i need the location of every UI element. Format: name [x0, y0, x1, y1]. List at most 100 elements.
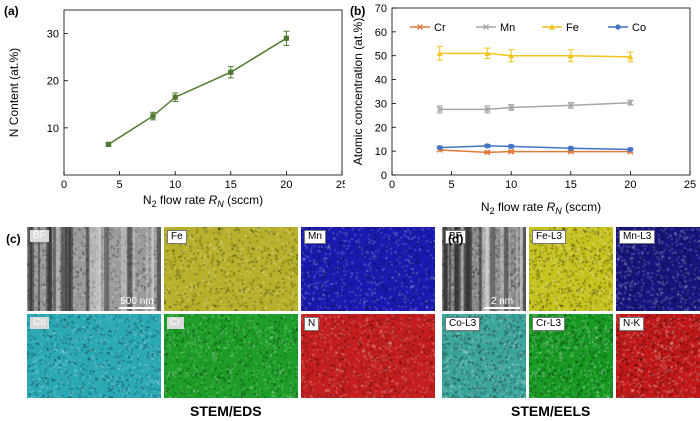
legend-label-mn: Mn	[500, 22, 515, 34]
x-tick-label: 0	[61, 179, 67, 191]
data-point	[627, 146, 633, 153]
data-point	[627, 99, 634, 106]
x-tick-label: 20	[624, 179, 636, 191]
eels-map-fe-l3: Fe-L3	[529, 227, 613, 311]
y-tick-label: 30	[47, 29, 59, 41]
legend-label-fe: Fe	[566, 22, 579, 34]
plot-frame	[391, 7, 691, 176]
map-texture	[301, 314, 435, 398]
data-point	[437, 144, 443, 151]
chart-a-n-content: 0 5 10 15 20 25 10 20 30 N Content (at.%) N2 flow …	[7, 9, 345, 209]
map-label: Fe-L3	[532, 230, 567, 244]
x-tick-label: 15	[225, 179, 237, 191]
panel-label-d: (d)	[448, 232, 464, 246]
x-tick-label: 10	[169, 179, 181, 191]
map-label: N	[304, 317, 320, 331]
eds-map-cr: Cr	[164, 314, 298, 398]
series-line-fe	[439, 52, 631, 58]
scale-bar-label: 500 nm	[120, 296, 154, 307]
series-line-co	[439, 145, 631, 151]
data-point	[508, 148, 515, 155]
data-point	[508, 143, 514, 149]
scale-bar: 500 nm	[119, 296, 155, 309]
eds-map-co: Co	[27, 314, 161, 398]
data-point	[627, 53, 634, 60]
map-label: BF	[30, 230, 49, 242]
data-point	[484, 149, 491, 156]
scale-bar: 2 nm	[484, 296, 520, 309]
data-point	[105, 141, 112, 147]
data-point	[283, 35, 289, 41]
eels-map-co-l3: Co-L3	[442, 314, 526, 398]
eds-map-bf: BF 500 nm	[27, 227, 161, 311]
y-tick-label: 40	[375, 75, 387, 87]
map-label: Fe	[167, 230, 187, 244]
map-label: Mn-L3	[619, 230, 656, 244]
y-tick-label: 20	[47, 76, 59, 88]
legend-marker	[483, 24, 489, 30]
map-texture	[27, 314, 161, 398]
plot-frame	[63, 9, 343, 176]
data-point	[567, 52, 574, 59]
y-tick-label: 50	[375, 51, 387, 63]
y-tick-label: 10	[375, 146, 387, 158]
y-axis-label: Atomic concentration (at.%)	[351, 18, 365, 165]
x-tick-label: 5	[449, 179, 455, 191]
x-tick-label: 0	[389, 179, 395, 191]
x-tick-label: 20	[280, 179, 292, 191]
series-line-mn	[439, 101, 631, 111]
map-label: Cr	[167, 317, 184, 329]
data-point	[484, 143, 490, 149]
data-point	[436, 106, 443, 113]
y-tick-label: 0	[381, 170, 387, 182]
caption-stem-eds: STEM/EDS	[190, 403, 262, 419]
eds-map-mn: Mn	[301, 227, 435, 311]
legend-marker	[549, 24, 555, 30]
scale-bar-line	[119, 307, 155, 309]
x-axis-label: N2 flow rate RN (sccm)	[143, 193, 263, 209]
panel-label-a: (a)	[4, 4, 19, 18]
map-label: N-K	[619, 317, 645, 331]
eds-map-n: N	[301, 314, 435, 398]
map-label: Mn	[304, 230, 326, 244]
x-tick-label: 25	[336, 179, 345, 191]
chart-b-atomic-concentration: 0 5 10 15 20 25 0 10 20 30 40 50 60 70 Atomic concentr…	[351, 3, 696, 216]
y-tick-label: 10	[47, 123, 59, 135]
y-tick-label: 30	[375, 98, 387, 110]
eels-map-mn-l3: Mn-L3	[616, 227, 700, 311]
series-line-cr	[439, 149, 631, 154]
y-tick-label: 70	[375, 3, 387, 15]
x-tick-label: 15	[565, 179, 577, 191]
y-axis-label: N Content (at.%)	[7, 48, 21, 137]
data-point	[567, 102, 574, 109]
legend-label-co: Co	[632, 22, 646, 34]
caption-stem-eels: STEM/EELS	[511, 403, 591, 419]
eds-map-fe: Fe	[164, 227, 298, 311]
x-tick-label: 10	[505, 179, 517, 191]
data-point	[150, 113, 156, 119]
data-point	[508, 52, 515, 59]
eels-map-bf: BF 2 nm	[442, 227, 526, 311]
panel-label-b: (b)	[350, 4, 366, 18]
map-label: Co	[30, 317, 49, 329]
data-point	[484, 106, 491, 113]
map-label: BF	[445, 230, 466, 244]
eels-map-cr-l3: Cr-L3	[529, 314, 613, 398]
y-tick-label: 20	[375, 122, 387, 134]
map-label: Co-L3	[445, 317, 481, 331]
scale-bar-label: 2 nm	[490, 296, 514, 307]
legend-marker	[417, 24, 423, 30]
data-point	[484, 50, 491, 56]
panel-label-c: (c)	[6, 232, 21, 246]
x-tick-label: 25	[684, 179, 696, 191]
eels-map-n-k: N-K	[616, 314, 700, 398]
legend-label-cr: Cr	[434, 22, 446, 34]
y-tick-label: 60	[375, 27, 387, 39]
x-tick-label: 5	[117, 179, 123, 191]
data-point	[228, 69, 234, 75]
data-point	[508, 104, 515, 111]
map-texture	[164, 314, 298, 398]
data-point	[172, 94, 178, 100]
data-point	[436, 50, 443, 56]
scale-bar-line	[484, 307, 520, 309]
